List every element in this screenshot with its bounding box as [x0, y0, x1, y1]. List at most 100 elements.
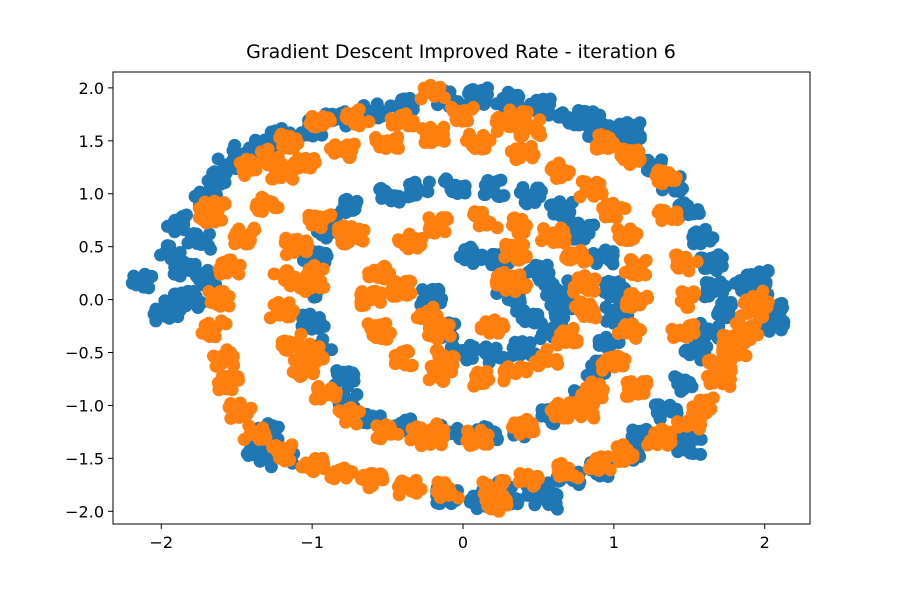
scatter-point: [765, 319, 779, 333]
scatter-point: [196, 326, 210, 340]
scatter-point: [671, 420, 685, 434]
scatter-point: [283, 134, 297, 148]
scatter-point: [396, 351, 410, 365]
scatter-point: [243, 444, 257, 458]
scatter-point: [275, 166, 289, 180]
scatter-point: [682, 293, 696, 307]
scatter-point: [512, 493, 526, 507]
scatter-point: [516, 218, 530, 232]
scatter-point: [313, 213, 327, 227]
scatter-point: [237, 160, 251, 174]
scatter-point: [566, 285, 580, 299]
scatter-point: [438, 351, 452, 365]
scatter-point: [347, 227, 361, 241]
y-tick-label: 1.5: [79, 132, 104, 151]
scatter-point: [252, 446, 266, 460]
scatter-point: [486, 319, 500, 333]
scatter-point: [343, 409, 357, 423]
scatter-point: [415, 122, 429, 136]
scatter-point: [524, 121, 538, 135]
scatter-point: [195, 200, 209, 214]
scatter-point: [509, 367, 523, 381]
chart-title: Gradient Descent Improved Rate - iterati…: [246, 41, 676, 63]
scatter-point: [350, 111, 364, 125]
scatter-point: [531, 266, 545, 280]
scatter-point: [512, 475, 526, 489]
scatter-point: [712, 303, 726, 317]
scatter-point: [539, 351, 553, 365]
scatter-point: [430, 485, 444, 499]
scatter-point: [682, 441, 696, 455]
scatter-point: [233, 404, 247, 418]
scatter-point: [694, 229, 708, 243]
scatter-point: [391, 480, 405, 494]
scatter-point: [599, 136, 613, 150]
scatter-point: [369, 134, 383, 148]
scatter-point: [607, 203, 621, 217]
scatter-point: [433, 218, 447, 232]
y-tick-label: 0.5: [79, 238, 104, 257]
scatter-point: [582, 129, 596, 143]
scatter-point: [551, 334, 565, 348]
scatter-point: [500, 498, 514, 512]
scatter-point: [447, 350, 461, 364]
plot-frame: [112, 71, 811, 525]
scatter-point: [135, 276, 149, 290]
scatter-point: [317, 460, 331, 474]
scatter-point: [690, 346, 704, 360]
scatter-point: [365, 104, 379, 118]
scatter-point: [554, 203, 568, 217]
scatter-point: [516, 144, 530, 158]
scatter-point: [558, 234, 572, 248]
scatter-point: [633, 153, 647, 167]
scatter-point: [712, 356, 726, 370]
scatter-point: [509, 109, 523, 123]
scatter-point: [489, 496, 503, 510]
scatter-point: [554, 303, 568, 317]
y-tick-label: −2.0: [65, 502, 104, 521]
scatter-point: [145, 269, 159, 283]
scatter-point: [660, 404, 674, 418]
series-1: [192, 78, 775, 518]
scatter-point: [411, 181, 425, 195]
scatter-point: [554, 163, 568, 177]
scatter-point: [715, 259, 729, 273]
scatter-point: [266, 172, 280, 186]
scatter-point: [718, 329, 732, 343]
y-tick-label: −0.5: [65, 344, 104, 363]
scatter-point: [335, 372, 349, 386]
scatter-point: [700, 340, 714, 354]
scatter-point: [396, 97, 410, 111]
scatter-point: [227, 230, 241, 244]
scatter-point: [456, 107, 470, 121]
scatter-point: [481, 81, 495, 95]
scatter-point: [700, 324, 714, 338]
scatter-point: [675, 377, 689, 391]
scatter-point: [414, 428, 428, 442]
scatter-point: [335, 144, 349, 158]
scatter-point: [471, 430, 485, 444]
scatter-point: [260, 150, 274, 164]
scatter-point: [569, 250, 583, 264]
scatter-point: [211, 152, 225, 166]
scatter-point: [418, 308, 432, 322]
scatter-point: [248, 425, 262, 439]
scatter-point: [604, 335, 618, 349]
scatter-point: [528, 316, 542, 330]
scatter-point: [197, 271, 211, 285]
scatter-point: [630, 293, 644, 307]
scatter-point: [403, 481, 417, 495]
scatter-point: [698, 290, 712, 304]
scatter-point: [716, 340, 730, 354]
scatter-point: [622, 229, 636, 243]
scatter-point: [497, 374, 511, 388]
scatter-point: [168, 267, 182, 281]
scatter-point: [571, 471, 585, 485]
scatter-point: [712, 372, 726, 386]
scatter-point: [509, 277, 523, 291]
scatter-point: [584, 383, 598, 397]
scatter-point: [550, 282, 564, 296]
scatter-point: [426, 85, 440, 99]
scatter-point: [237, 229, 251, 243]
scatter-point: [437, 174, 451, 188]
